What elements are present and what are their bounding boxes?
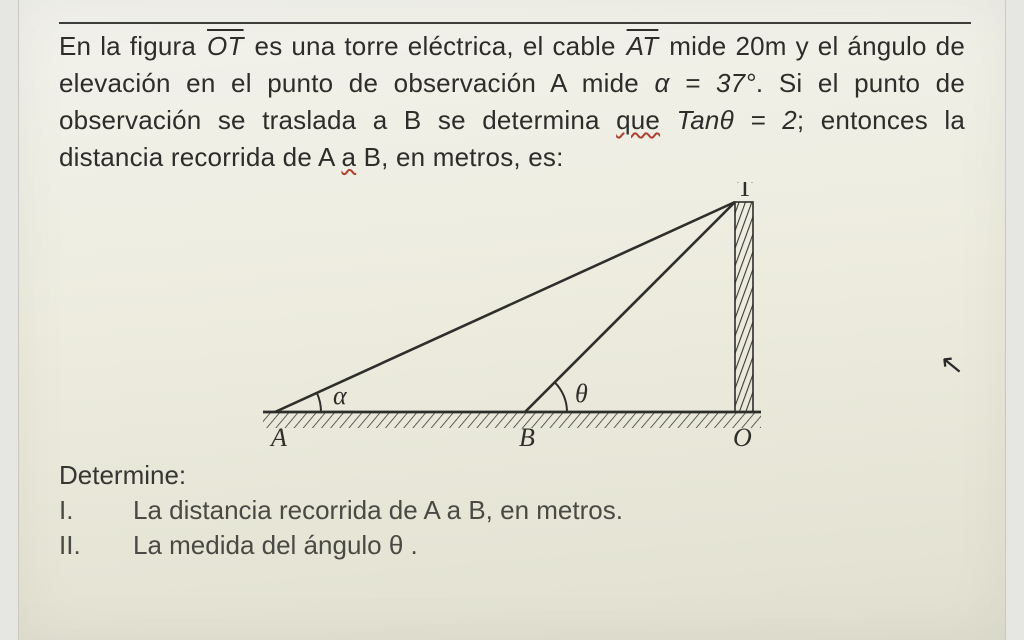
svg-text:B: B xyxy=(519,423,535,452)
text: . Si el punto de xyxy=(756,68,965,98)
text: ; entonces la xyxy=(797,105,965,135)
determine-item-1: I. La distancia recorrida de A a B, en m… xyxy=(59,493,971,528)
text xyxy=(660,105,676,135)
text: es una torre eléctrica, el cable xyxy=(246,31,625,61)
page: En la figura OT es una torre eléctrica, … xyxy=(18,0,1006,640)
text: observación se traslada a B se determina xyxy=(59,105,616,135)
figure-container: T A B Oα θ xyxy=(59,182,971,452)
wave-que: que xyxy=(616,105,660,135)
text: En la figura xyxy=(59,31,205,61)
tan-equation: Tanθ = 2 xyxy=(677,105,797,135)
segment-ot: OT xyxy=(205,31,246,61)
svg-text:O: O xyxy=(733,423,752,452)
svg-text:T: T xyxy=(737,182,753,202)
text: B, en metros, es: xyxy=(356,142,563,172)
text: elevación en el punto de observación A m… xyxy=(59,68,655,98)
text: distancia recorrida de A xyxy=(59,142,342,172)
wave-a: a xyxy=(342,142,357,172)
determine-block: Determine: I. La distancia recorrida de … xyxy=(59,460,971,563)
item-text: La distancia recorrida de A a B, en metr… xyxy=(133,493,623,528)
alpha-equation: α = 37° xyxy=(655,68,756,98)
segment-at: AT xyxy=(625,31,661,61)
item-num: I. xyxy=(59,493,85,528)
item-num: II. xyxy=(59,528,85,563)
item-text: La medida del ángulo θ . xyxy=(133,528,418,563)
determine-item-2: II. La medida del ángulo θ . xyxy=(59,528,971,563)
svg-text:α: α xyxy=(333,381,348,410)
top-rule xyxy=(59,22,971,24)
determine-header: Determine: xyxy=(59,460,971,491)
problem-statement: En la figura OT es una torre eléctrica, … xyxy=(59,28,971,176)
triangle-figure: T A B Oα θ xyxy=(235,182,795,452)
text: mide 20m y el ángulo de xyxy=(660,31,965,61)
svg-text:A: A xyxy=(269,423,287,452)
svg-text:θ: θ xyxy=(575,379,588,408)
